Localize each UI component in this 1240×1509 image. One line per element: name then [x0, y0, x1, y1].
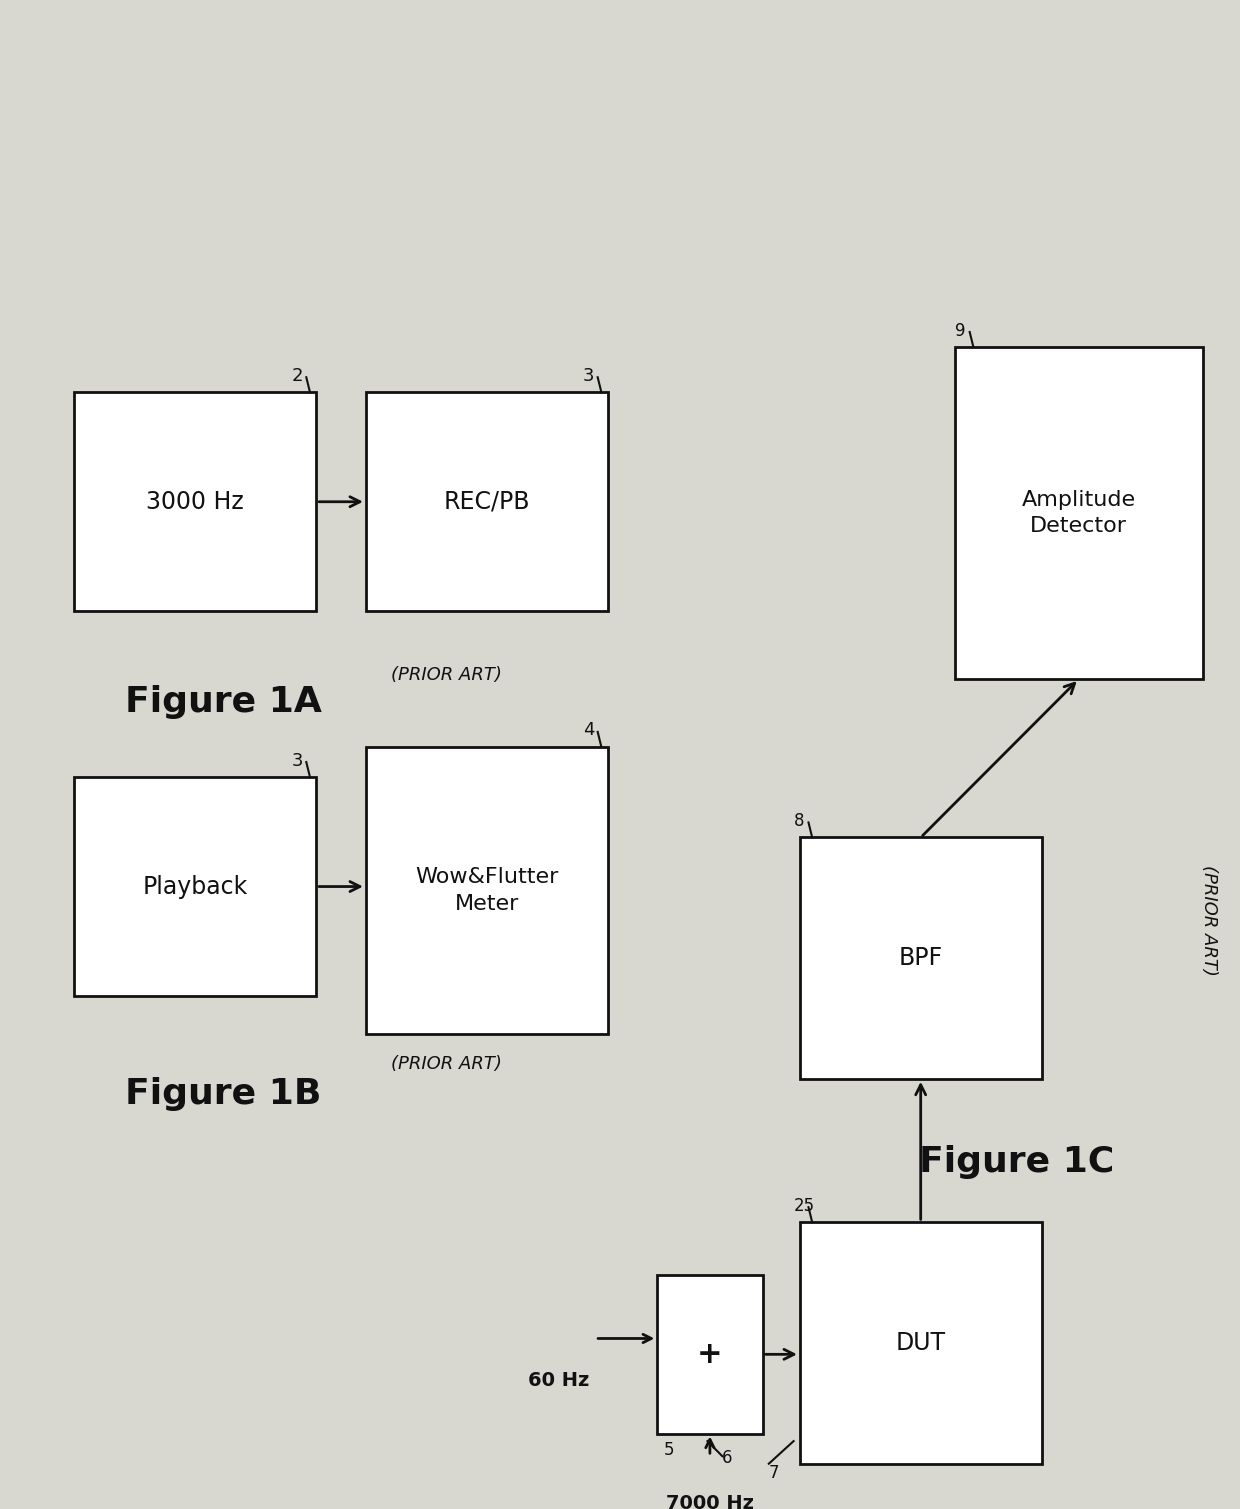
Text: 25: 25 [794, 1197, 815, 1215]
Bar [955, 347, 1203, 679]
Text: Amplitude
Detector: Amplitude Detector [1022, 490, 1136, 536]
Bar [657, 1275, 763, 1434]
Text: Wow&Flutter
Meter: Wow&Flutter Meter [415, 868, 558, 913]
Text: 3: 3 [583, 367, 594, 385]
Text: REC/PB: REC/PB [444, 490, 529, 513]
Text: 60 Hz: 60 Hz [528, 1372, 589, 1390]
Text: 6: 6 [722, 1449, 733, 1467]
Text: (PRIOR ART): (PRIOR ART) [1200, 865, 1218, 976]
Text: 4: 4 [583, 721, 594, 739]
Bar [74, 392, 316, 611]
Text: Figure 1A: Figure 1A [125, 685, 321, 718]
Bar [800, 1222, 1042, 1464]
Text: BPF: BPF [899, 946, 942, 970]
Text: Playback: Playback [143, 875, 248, 898]
Bar [366, 747, 608, 1034]
Text: 3: 3 [291, 751, 303, 770]
Text: 7: 7 [769, 1464, 779, 1482]
Text: 7000 Hz: 7000 Hz [666, 1494, 754, 1509]
Text: (PRIOR ART): (PRIOR ART) [391, 665, 502, 684]
Text: 5: 5 [663, 1441, 673, 1459]
Text: (PRIOR ART): (PRIOR ART) [391, 1055, 502, 1073]
Text: Figure 1C: Figure 1C [919, 1145, 1115, 1179]
Text: 2: 2 [291, 367, 303, 385]
Bar [800, 837, 1042, 1079]
Text: Figure 1B: Figure 1B [125, 1077, 321, 1111]
Text: +: + [697, 1340, 723, 1369]
Text: DUT: DUT [895, 1331, 946, 1355]
Text: 9: 9 [955, 321, 965, 340]
Text: 3000 Hz: 3000 Hz [146, 490, 244, 513]
Bar [366, 392, 608, 611]
Bar [74, 777, 316, 996]
Text: 8: 8 [794, 812, 804, 830]
